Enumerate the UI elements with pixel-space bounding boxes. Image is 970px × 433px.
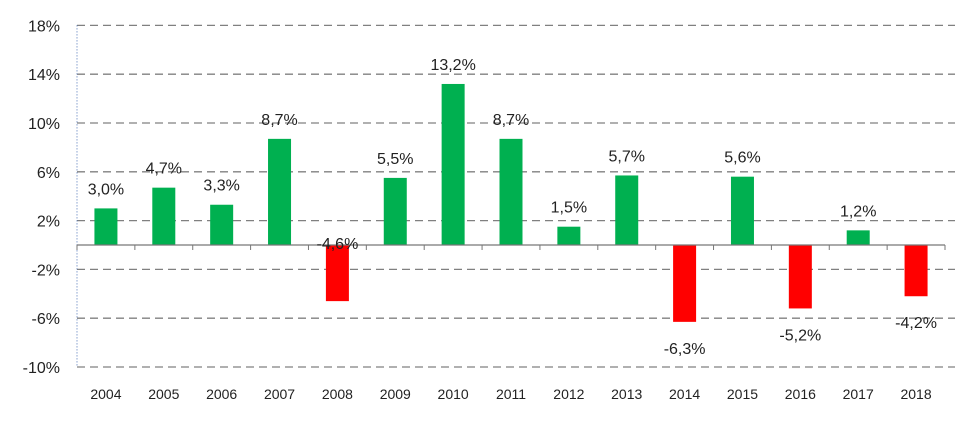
x-tick-label: 2015 <box>727 386 758 402</box>
bar-2004 <box>94 208 118 245</box>
zero-axis <box>76 244 946 250</box>
bar-2006 <box>210 204 234 245</box>
bars <box>94 83 928 322</box>
y-tick-label: 6% <box>37 165 60 182</box>
x-tick-label: 2018 <box>900 386 931 402</box>
x-tick-label: 2009 <box>380 386 411 402</box>
x-tick-label: 2007 <box>264 386 295 402</box>
value-label: 4,7% <box>146 161 182 178</box>
x-tick-label: 2017 <box>843 386 874 402</box>
value-label: -6,3% <box>664 341 706 358</box>
value-label: -5,2% <box>779 327 821 344</box>
value-label: 5,6% <box>724 150 760 167</box>
x-tick-label: 2004 <box>90 386 121 402</box>
x-tick-label: 2016 <box>785 386 816 402</box>
y-tick-label: 2% <box>37 214 60 231</box>
value-label: 3,0% <box>88 181 124 198</box>
value-label: -4,2% <box>895 315 937 332</box>
bar-2015 <box>730 176 754 245</box>
y-tick-label: 18% <box>28 18 60 35</box>
value-label: 1,5% <box>551 200 587 217</box>
value-label: 8,7% <box>261 112 297 129</box>
value-label: -4,6% <box>317 236 359 253</box>
y-tick-label: 14% <box>28 67 60 84</box>
x-tick-label: 2010 <box>438 386 469 402</box>
value-label: 13,2% <box>430 57 475 74</box>
x-tick-label: 2008 <box>322 386 353 402</box>
bar-2005 <box>152 187 176 245</box>
x-axis-tick-labels: 2004 2005 2006 2007 2008 2009 2010 2011 2012 2013… <box>90 386 931 402</box>
y-tick-label: 10% <box>28 116 60 133</box>
bar-2008 <box>325 245 349 302</box>
value-label: 8,7% <box>493 112 529 129</box>
x-tick-label: 2013 <box>611 386 642 402</box>
y-tick-label: -10% <box>23 360 60 377</box>
x-tick-label: 2012 <box>553 386 584 402</box>
bar-2011 <box>499 138 523 245</box>
bar-2018 <box>904 245 928 297</box>
x-tick-label: 2006 <box>206 386 237 402</box>
value-label: 1,2% <box>840 203 876 220</box>
bar-2012 <box>557 226 581 245</box>
value-label: 5,5% <box>377 151 413 168</box>
bar-2007 <box>268 138 292 245</box>
value-labels: 3,0% 4,7% 3,3% 8,7% -4,6% 5,5% 13,2% 8,7% 1,5% 5,… <box>88 57 937 358</box>
y-axis-tick-labels: 18% 14% 10% 6% 2% -2% -6% -10% <box>23 18 60 377</box>
value-label: 5,7% <box>608 148 644 165</box>
y-tick-label: -6% <box>32 311 60 328</box>
y-tick-label: -2% <box>32 262 60 279</box>
bar-2017 <box>846 230 870 245</box>
bar-2013 <box>615 175 639 245</box>
bar-2014 <box>673 245 697 322</box>
x-tick-label: 2005 <box>148 386 179 402</box>
x-tick-label: 2011 <box>496 386 526 402</box>
bar-2016 <box>788 245 812 309</box>
bar-2009 <box>383 177 407 245</box>
x-tick-label: 2014 <box>669 386 700 402</box>
value-label: 3,3% <box>203 178 239 195</box>
bar-2010 <box>441 83 465 246</box>
